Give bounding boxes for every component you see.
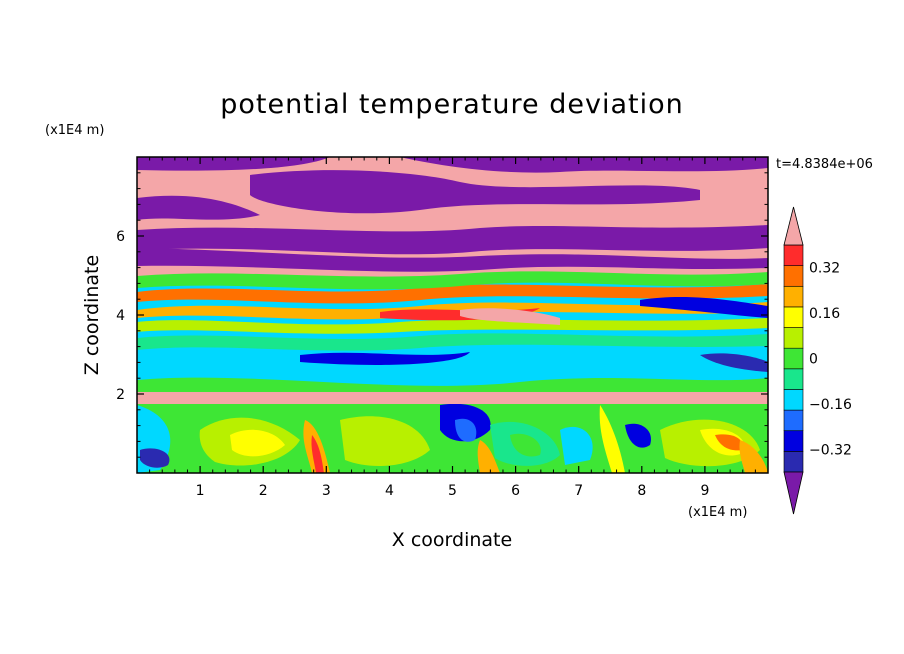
colorbar: 0.32 0.16 0 −0.16 −0.32 <box>783 206 852 515</box>
y-tick-label: 6 <box>116 229 125 245</box>
colorbar-swatch <box>783 265 804 287</box>
time-label: t=4.8384e+06 <box>776 157 873 172</box>
x-tick-label: 3 <box>322 483 331 499</box>
colorbar-swatch <box>783 430 804 452</box>
colorbar-swatch <box>783 327 804 349</box>
colorbar-swatch <box>783 244 804 266</box>
x-tick-label: 9 <box>700 483 709 499</box>
colorbar-swatch <box>783 409 804 432</box>
y-axis-label: Z coordinate <box>81 255 103 375</box>
x-tick-label: 8 <box>637 483 646 499</box>
colorbar-label: 0 <box>809 352 818 368</box>
y-axis-ticks: 2 4 6 <box>116 172 768 458</box>
colorbar-swatch <box>783 347 804 370</box>
colorbar-swatch <box>783 306 804 328</box>
colorbar-label: 0.32 <box>809 261 840 277</box>
x-unit-label: (x1E4 m) <box>688 505 747 520</box>
x-axis-ticks: 1 2 3 4 5 6 7 8 9 <box>149 157 756 499</box>
colorbar-max-extension <box>783 206 804 246</box>
x-tick-label: 1 <box>196 483 205 499</box>
x-tick-label: 4 <box>385 483 394 499</box>
y-tick-label: 2 <box>116 387 125 403</box>
x-tick-label: 6 <box>511 483 520 499</box>
x-tick-label: 2 <box>259 483 268 499</box>
x-tick-label: 7 <box>574 483 583 499</box>
colorbar-min-extension <box>783 471 804 515</box>
field-plot <box>137 157 768 473</box>
colorbar-swatch <box>783 389 804 411</box>
colorbar-swatch <box>783 368 804 390</box>
colorbar-swatch <box>783 451 804 473</box>
chart-title: potential temperature deviation <box>220 89 683 120</box>
y-unit-label: (x1E4 m) <box>45 123 104 138</box>
colorbar-label: 0.16 <box>809 306 840 322</box>
x-tick-label: 5 <box>448 483 457 499</box>
x-axis-label: X coordinate <box>392 529 512 551</box>
y-tick-label: 4 <box>116 308 125 324</box>
colorbar-swatch <box>783 285 804 308</box>
colorbar-label: −0.16 <box>809 397 852 413</box>
colorbar-label: −0.32 <box>809 442 852 458</box>
